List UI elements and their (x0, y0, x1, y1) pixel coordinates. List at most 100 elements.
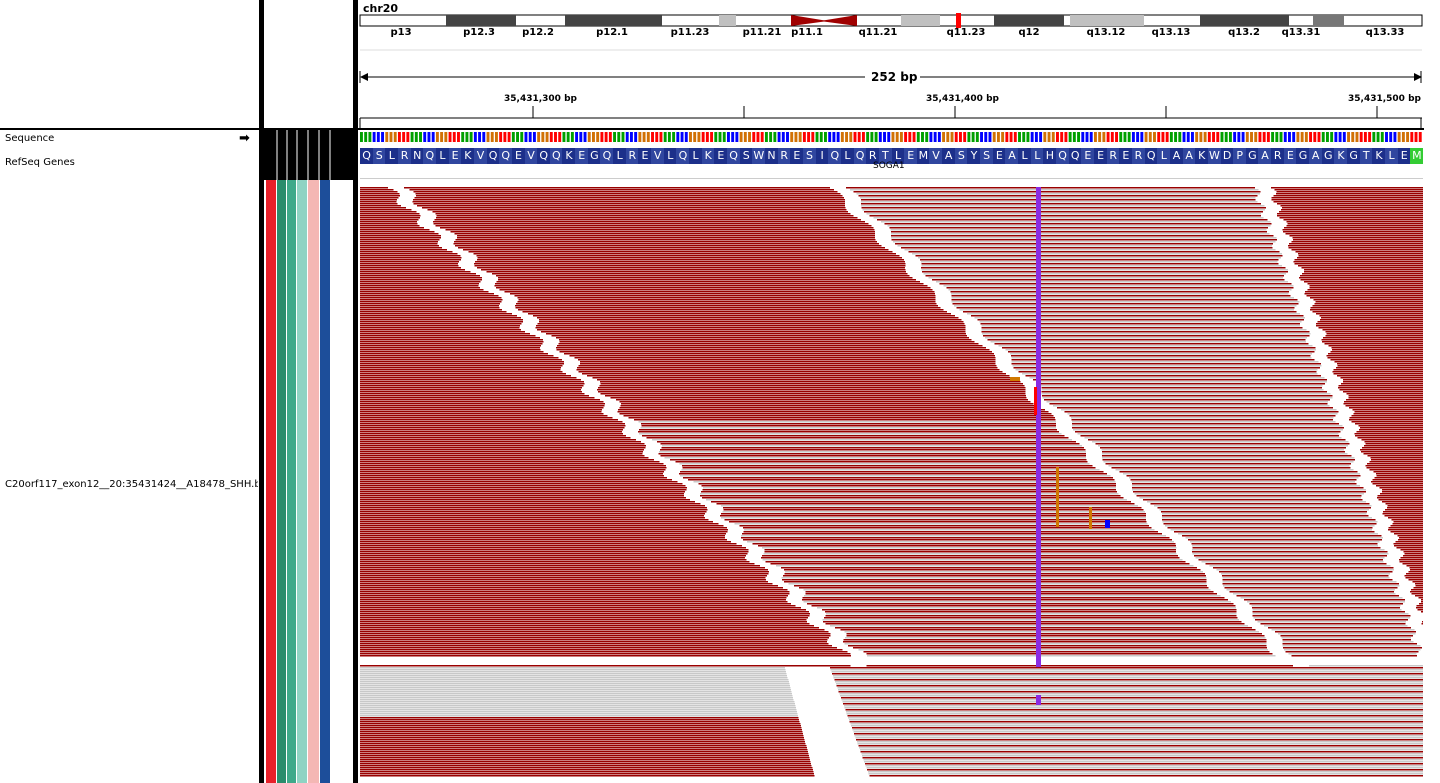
read (360, 349, 541, 351)
read (360, 495, 684, 497)
read (802, 597, 1225, 599)
read (360, 427, 625, 429)
panel-divider-left[interactable] (259, 0, 264, 783)
alignment-track[interactable] (360, 187, 1423, 783)
read (1397, 539, 1423, 541)
read (1288, 653, 1417, 655)
read (1074, 431, 1341, 433)
amino-acid: Q (1068, 148, 1082, 164)
read (1411, 593, 1423, 595)
amino-acid: E (511, 148, 525, 164)
read (1282, 229, 1423, 231)
read (1405, 577, 1423, 579)
read (360, 213, 420, 215)
read (638, 421, 1056, 423)
read (360, 741, 806, 743)
base-mark (1266, 132, 1270, 142)
gene-label[interactable]: SOGA1 (873, 161, 905, 171)
read (782, 575, 1206, 577)
read (1415, 585, 1423, 587)
amino-acid: V (473, 148, 488, 164)
attribute-strip[interactable] (277, 180, 286, 783)
read (1382, 513, 1423, 515)
base-mark (608, 132, 612, 142)
base-mark (1406, 132, 1410, 142)
attribute-strip[interactable] (287, 180, 296, 783)
read (1192, 545, 1378, 547)
read (1033, 379, 1327, 381)
read (463, 249, 889, 251)
read (959, 309, 1295, 311)
read (1192, 551, 1388, 553)
sequence-track[interactable] (360, 131, 1423, 143)
read (1126, 475, 1361, 477)
base-mark (1098, 132, 1102, 142)
read (1345, 405, 1423, 407)
base-mark (743, 132, 747, 142)
read (838, 691, 1423, 693)
read (360, 313, 512, 315)
read (939, 283, 1292, 285)
read (1403, 555, 1423, 557)
read (1252, 615, 1411, 617)
read (744, 529, 1155, 531)
read (1178, 533, 1379, 535)
read (1159, 509, 1370, 511)
read (1130, 479, 1357, 481)
read (1040, 385, 1323, 387)
read (1332, 371, 1423, 373)
amino-acid: K (1372, 148, 1386, 164)
read (1102, 459, 1355, 461)
read (360, 463, 664, 465)
attribute-strip[interactable] (297, 180, 307, 783)
attribute-strip[interactable] (308, 180, 319, 783)
read (920, 261, 1278, 263)
base-mark (360, 132, 363, 142)
chromosome-name[interactable]: chr20 (363, 2, 399, 15)
read (1282, 641, 1414, 643)
read (360, 667, 785, 669)
panel-divider-right[interactable] (353, 0, 358, 783)
read (360, 637, 830, 639)
read (360, 607, 802, 609)
read (360, 635, 831, 637)
read (987, 339, 1306, 341)
base-mark (524, 132, 528, 142)
read (1170, 529, 1373, 531)
read (360, 551, 749, 553)
attribute-strip[interactable] (320, 180, 330, 783)
read (1275, 631, 1417, 633)
read (1281, 637, 1412, 639)
base-mark (705, 132, 709, 142)
read (1420, 611, 1423, 613)
base-mark (1039, 132, 1043, 142)
base-mark (406, 132, 410, 142)
read (1361, 447, 1423, 449)
track-name-sequence[interactable]: Sequence (5, 133, 55, 144)
read (360, 605, 796, 607)
base-mark (1389, 132, 1393, 142)
ideogram-and-ruler[interactable] (358, 0, 1424, 128)
read (1101, 457, 1355, 459)
read (360, 713, 798, 715)
read (1402, 563, 1423, 565)
read (1108, 465, 1350, 467)
attribute-strip[interactable] (266, 180, 276, 783)
read (1013, 367, 1320, 369)
track-name-alignment[interactable]: C20orf117_exon12__20:35431424__A18478_SH… (5, 479, 258, 490)
attribute-strip[interactable] (331, 180, 353, 783)
read (657, 441, 1076, 443)
read (1071, 425, 1343, 427)
read (1095, 443, 1350, 445)
read (360, 447, 646, 449)
read (360, 253, 458, 255)
read (781, 577, 1207, 579)
amino-acid: E (1081, 148, 1095, 164)
base-mark (1271, 132, 1275, 142)
read (1421, 621, 1423, 623)
strand-arrow-icon[interactable]: ➡ (239, 131, 250, 146)
base-mark (925, 132, 929, 142)
track-name-refseq[interactable]: RefSeq Genes (5, 157, 75, 168)
read (494, 285, 928, 287)
base-mark (554, 132, 557, 142)
